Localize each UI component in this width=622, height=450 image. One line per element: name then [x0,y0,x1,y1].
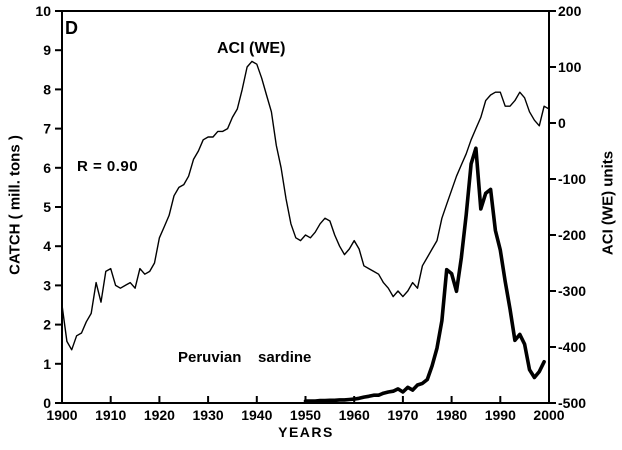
sardine-curve-label: Peruvian sardine [178,349,312,366]
tick-label: 1920 [144,407,175,423]
tick-label: 3 [43,277,51,293]
tick-label: 1 [43,356,51,372]
tick-label: 1900 [46,407,77,423]
tick-label: 4 [43,238,51,254]
tick-label: -200 [558,227,586,243]
plot-border [61,10,550,404]
tick-label: 1980 [436,407,467,423]
tick-label: 6 [43,160,51,176]
tick-label: -300 [558,283,586,299]
tick-label: 1940 [241,407,272,423]
aci-curve-label: ACI (WE) [217,40,286,57]
tick-label: 5 [43,199,51,215]
tick-label: 1950 [290,407,321,423]
tick-label: -500 [558,395,586,411]
tick-label: 1910 [95,407,126,423]
panel-letter-label: D [65,18,78,38]
aci-index-line [61,60,550,351]
sardine-catch-line [303,146,546,403]
tick-label: -400 [558,339,586,355]
tick-label: 0 [43,395,51,411]
tick-label: 10 [35,3,51,19]
correlation-coefficient-label: R = 0.90 [77,158,139,175]
tick-label: 2000 [533,407,564,423]
tick-label: 0 [558,115,566,131]
tick-label: 200 [558,3,582,19]
left-y-axis-title: CATCH ( mill. tons ) [6,135,24,275]
tick-label: 9 [43,42,51,58]
tick-label: 1930 [193,407,224,423]
tick-label: 2 [43,317,51,333]
tick-label: 100 [558,59,582,75]
tick-label: 7 [43,121,51,137]
x-axis-title: YEARS [278,424,334,440]
tick-label: 1960 [339,407,370,423]
tick-label: -100 [558,171,586,187]
tick-label: 8 [43,81,51,97]
tick-label: 1970 [387,407,418,423]
tick-label: 1990 [485,407,516,423]
right-y-axis-title: ACI (WE) units [599,150,617,256]
